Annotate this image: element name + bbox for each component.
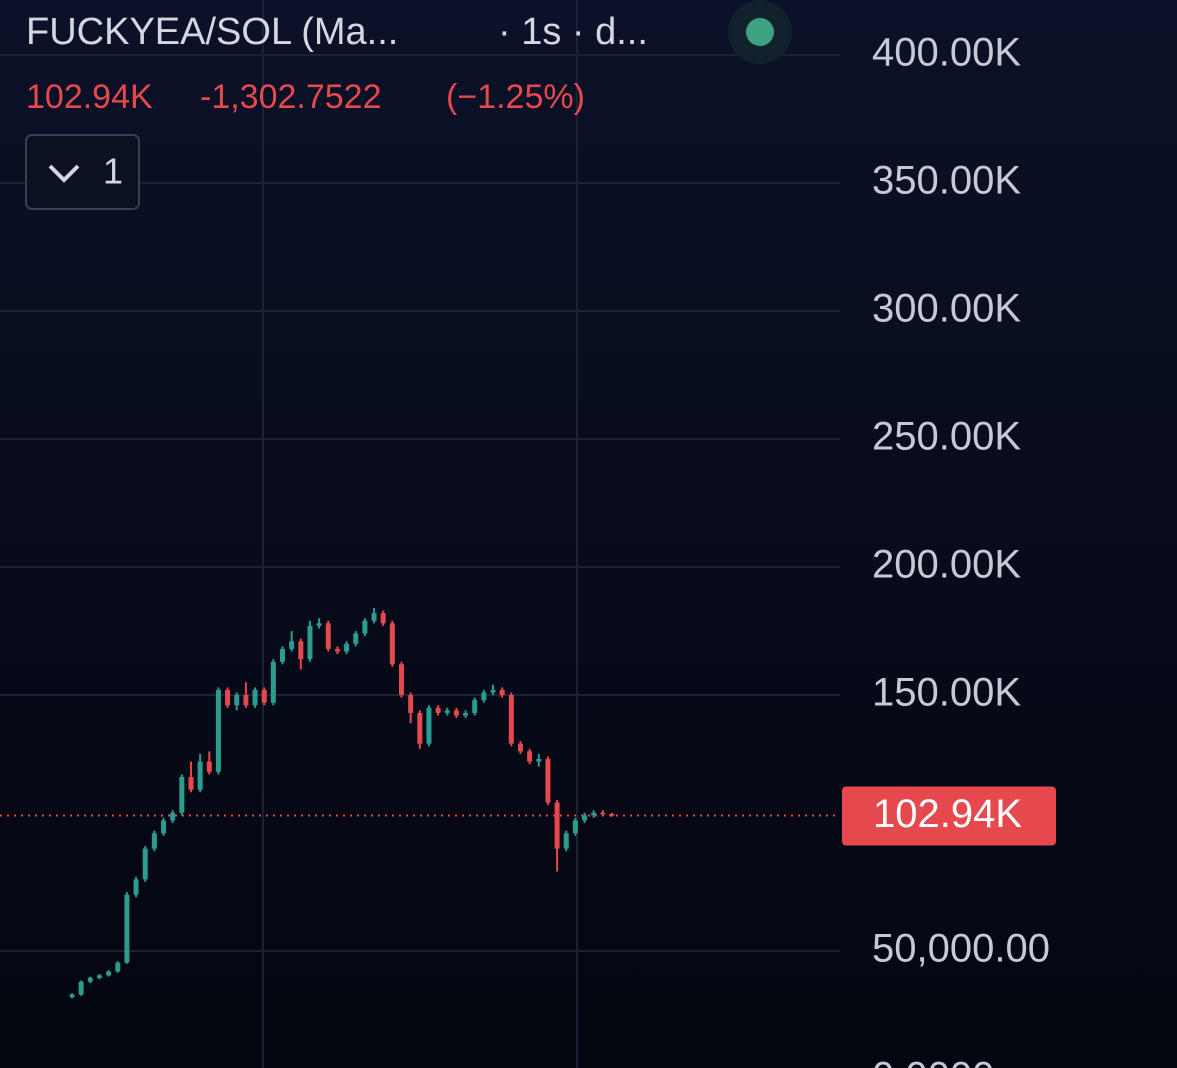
candle-body xyxy=(362,620,368,634)
candle-body xyxy=(96,975,102,978)
candle-body xyxy=(453,710,459,716)
candle-body xyxy=(106,971,112,976)
last-price-tag-label: 102.94K xyxy=(873,792,1022,836)
candle-body xyxy=(499,689,505,696)
last-price: 102.94K xyxy=(26,78,153,116)
candle-body xyxy=(527,751,533,762)
candle-body xyxy=(69,994,75,998)
candle-body xyxy=(325,623,331,649)
candle-body xyxy=(225,689,231,706)
candle-body xyxy=(289,641,295,649)
candle-body xyxy=(609,814,615,816)
candle-body xyxy=(371,613,377,621)
candle-body xyxy=(124,894,130,963)
candle-body xyxy=(463,712,469,716)
candle-body xyxy=(481,692,487,701)
candle-body xyxy=(270,661,276,703)
candle-body xyxy=(307,625,313,660)
candle-body xyxy=(334,648,340,652)
candle-body xyxy=(591,812,597,816)
candle-body xyxy=(353,633,359,644)
candle-body xyxy=(389,623,395,665)
candle-body xyxy=(380,613,386,624)
candle-body xyxy=(545,759,551,803)
candle-body xyxy=(133,879,139,895)
candle-body xyxy=(197,761,203,790)
candle-body xyxy=(344,643,350,652)
y-tick-label: 50,000.00 xyxy=(872,927,1050,971)
candle-body xyxy=(170,812,176,821)
indicator-count: 1 xyxy=(103,151,123,192)
toggle-box[interactable] xyxy=(25,134,140,210)
chart-title: FUCKYEA/SOL (Ma... xyxy=(26,11,398,53)
y-tick-label: 250.00K xyxy=(872,415,1021,459)
candle-body xyxy=(87,977,93,982)
candle-body xyxy=(179,776,185,813)
candle-body xyxy=(582,815,588,821)
candle-body xyxy=(243,695,249,706)
candle-body xyxy=(78,981,84,995)
status-dot xyxy=(746,18,774,46)
y-tick-label: 200.00K xyxy=(872,543,1021,587)
y-tick-label: 0.0000 xyxy=(872,1055,994,1068)
candle-body xyxy=(417,712,423,744)
candle-body xyxy=(316,623,322,626)
candle-body xyxy=(298,641,304,660)
candle-body xyxy=(472,700,478,713)
indicator-toggle[interactable]: 1 xyxy=(25,134,140,210)
candle-body xyxy=(280,648,286,662)
candle-body xyxy=(517,743,523,752)
candle-body xyxy=(600,812,606,815)
candle-body xyxy=(215,689,221,772)
candle-body xyxy=(563,833,569,849)
candle-body xyxy=(536,759,542,762)
price-change: -1,302.7522 xyxy=(200,78,382,116)
y-tick-label: 350.00K xyxy=(872,159,1021,203)
candle-body xyxy=(188,776,194,790)
last-price-tag xyxy=(842,786,1056,846)
chevron-icon xyxy=(48,164,80,183)
candle-body xyxy=(572,820,578,834)
candle-body xyxy=(435,707,441,713)
y-tick-label: 150.00K xyxy=(872,671,1021,715)
candle-body xyxy=(252,689,258,706)
candle-body xyxy=(142,848,148,880)
candle-body xyxy=(206,761,212,772)
candle-body xyxy=(234,695,240,706)
y-tick-label: 400.00K xyxy=(872,31,1021,75)
candle-body xyxy=(408,695,414,713)
price-change-percent: (−1.25%) xyxy=(446,78,585,116)
candle-body xyxy=(508,695,514,744)
chart-subtitle: · 1s · d... xyxy=(498,11,648,53)
candle-body xyxy=(490,689,496,693)
plot-area xyxy=(0,54,840,999)
candle-body xyxy=(261,689,267,703)
candle-body xyxy=(554,802,560,849)
candle-body xyxy=(115,962,121,972)
candle-body xyxy=(151,833,157,849)
candle-body xyxy=(426,707,432,744)
candle-body xyxy=(398,664,404,696)
y-tick-label: 300.00K xyxy=(872,287,1021,331)
candle-body xyxy=(161,820,167,834)
candle-body xyxy=(444,710,450,713)
